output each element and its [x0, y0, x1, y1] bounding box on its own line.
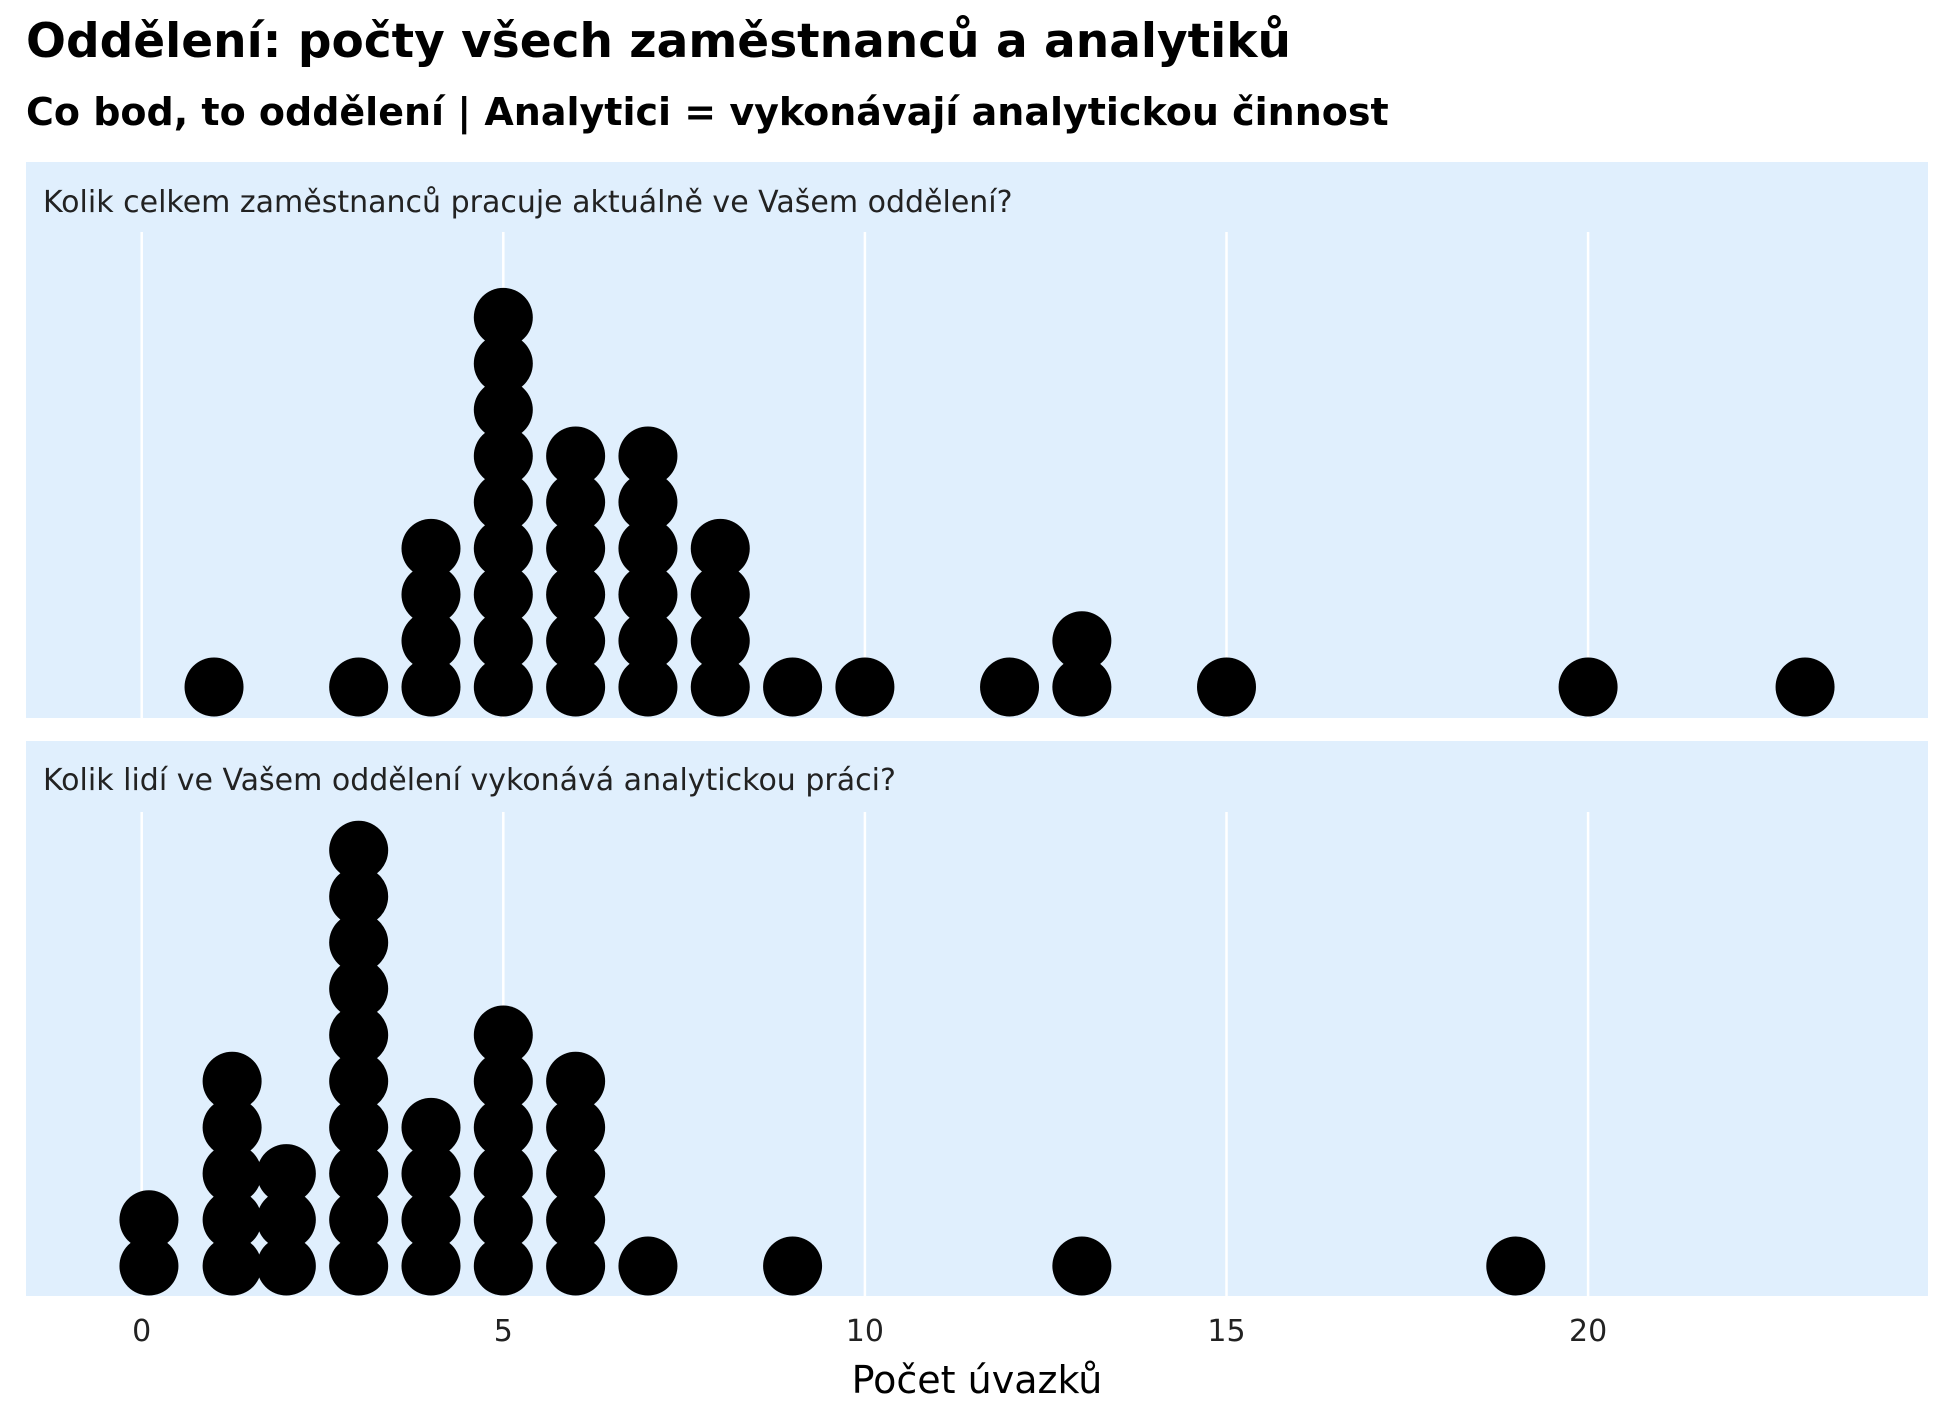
data-point: [473, 1051, 533, 1111]
data-point: [329, 1051, 389, 1111]
data-point: [473, 1190, 533, 1250]
panel-total-employees: Kolik celkem zaměstnanců pracuje aktuáln…: [26, 162, 1928, 718]
data-point: [401, 1236, 461, 1296]
data-point: [690, 518, 750, 578]
data-point: [473, 472, 533, 532]
data-point: [690, 565, 750, 625]
data-point: [473, 1236, 533, 1296]
panel-label: Kolik lidí ve Vašem oddělení vykonává an…: [43, 763, 896, 798]
data-point: [256, 1236, 316, 1296]
gridlines: [140, 812, 1590, 1296]
data-point: [1052, 611, 1112, 671]
data-point: [473, 287, 533, 347]
dots-total-employees: [184, 287, 1835, 717]
data-point: [473, 334, 533, 394]
data-point: [329, 1097, 389, 1157]
data-point: [546, 472, 606, 532]
data-point: [202, 1144, 262, 1204]
data-point: [546, 1236, 606, 1296]
data-point: [401, 657, 461, 717]
data-point: [546, 426, 606, 486]
data-point: [202, 1051, 262, 1111]
data-point: [980, 657, 1040, 717]
data-point: [401, 611, 461, 671]
data-point: [202, 1190, 262, 1250]
data-point: [473, 1144, 533, 1204]
data-point: [618, 1236, 678, 1296]
data-point: [618, 611, 678, 671]
x-tick-label: 5: [494, 1314, 513, 1349]
chart-subtitle: Co bod, to oddělení | Analytici = vykoná…: [26, 90, 1389, 134]
data-point: [1052, 1236, 1112, 1296]
data-point: [546, 565, 606, 625]
x-tick-label: 0: [132, 1314, 151, 1349]
data-point: [1486, 1236, 1546, 1296]
data-point: [546, 611, 606, 671]
data-point: [546, 1097, 606, 1157]
data-point: [401, 1097, 461, 1157]
data-point: [401, 1190, 461, 1250]
dots-analysts: [119, 820, 1546, 1296]
data-point: [546, 1051, 606, 1111]
data-point: [256, 1144, 316, 1204]
x-axis-title: Počet úvazků: [852, 1358, 1103, 1402]
data-point: [401, 565, 461, 625]
data-point: [618, 657, 678, 717]
x-tick-label: 15: [1207, 1314, 1245, 1349]
data-point: [546, 1190, 606, 1250]
panel-label: Kolik celkem zaměstnanců pracuje aktuáln…: [43, 185, 1013, 220]
data-point: [1775, 657, 1835, 717]
data-point: [473, 565, 533, 625]
data-point: [329, 1190, 389, 1250]
data-point: [119, 1190, 179, 1250]
data-point: [329, 1236, 389, 1296]
chart-title: Oddělení: počty všech zaměstnanců a anal…: [26, 14, 1291, 69]
data-point: [1052, 657, 1112, 717]
data-point: [473, 518, 533, 578]
data-point: [690, 611, 750, 671]
data-point: [329, 866, 389, 926]
data-point: [119, 1236, 179, 1296]
data-point: [473, 1097, 533, 1157]
data-point: [473, 380, 533, 440]
data-point: [473, 426, 533, 486]
x-tick-label: 20: [1569, 1314, 1607, 1349]
data-point: [835, 657, 895, 717]
data-point: [329, 1005, 389, 1065]
panel-analysts: Kolik lidí ve Vašem oddělení vykonává an…: [26, 741, 1928, 1296]
panel-background: [26, 162, 1928, 718]
data-point: [329, 657, 389, 717]
data-point: [202, 1236, 262, 1296]
data-point: [763, 657, 823, 717]
data-point: [401, 1144, 461, 1204]
data-point: [618, 565, 678, 625]
data-point: [329, 959, 389, 1019]
data-point: [618, 518, 678, 578]
data-point: [256, 1190, 316, 1250]
data-point: [473, 657, 533, 717]
data-point: [618, 472, 678, 532]
data-point: [546, 657, 606, 717]
data-point: [401, 518, 461, 578]
data-point: [618, 426, 678, 486]
data-point: [329, 1144, 389, 1204]
data-point: [329, 820, 389, 880]
x-axis-tick-labels: 0 5 10 15 20: [132, 1314, 1607, 1349]
data-point: [546, 518, 606, 578]
data-point: [1558, 657, 1618, 717]
data-point: [763, 1236, 823, 1296]
data-point: [473, 611, 533, 671]
data-point: [690, 657, 750, 717]
data-point: [473, 1005, 533, 1065]
data-point: [329, 913, 389, 973]
data-point: [184, 657, 244, 717]
data-point: [546, 1144, 606, 1204]
data-point: [202, 1097, 262, 1157]
data-point: [1197, 657, 1257, 717]
x-tick-label: 10: [846, 1314, 884, 1349]
